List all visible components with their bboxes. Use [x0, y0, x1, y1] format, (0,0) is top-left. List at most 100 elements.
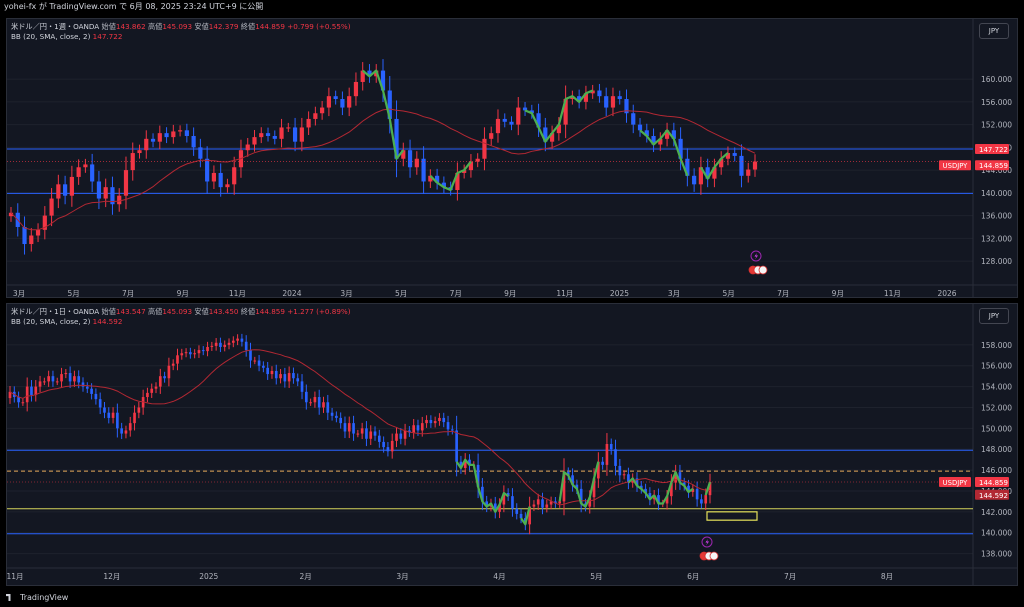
candle-body: [360, 70, 365, 82]
candle-body: [42, 215, 47, 230]
candle-body: [401, 150, 406, 159]
daily-chart-panel[interactable]: 158.000 156.000 154.000 152.000 150.000 148.0…: [6, 303, 1018, 586]
candle-body: [343, 423, 347, 432]
candle-body: [442, 417, 446, 423]
price-label-box: [975, 160, 1009, 171]
candle-body: [382, 441, 385, 448]
x-tick-label: 6月: [687, 572, 699, 581]
x-tick-label: 11月: [556, 289, 573, 297]
candle-body: [685, 158, 690, 176]
candle-body: [446, 422, 450, 430]
candle-body: [29, 235, 34, 245]
candle-body: [83, 164, 88, 168]
candle-body: [266, 367, 269, 375]
weekly-currency-button[interactable]: JPY: [979, 23, 1009, 39]
candle-body: [414, 158, 419, 168]
candle-body: [17, 397, 20, 403]
x-tick-label: 4月: [493, 572, 505, 581]
candle-body: [592, 478, 596, 498]
weekly-open: 143.862: [115, 22, 146, 31]
candle-body: [700, 499, 703, 504]
candle-body: [495, 118, 501, 134]
candle-body: [218, 172, 223, 188]
candle-body: [137, 150, 142, 154]
daily-chart-svg[interactable]: 158.000 156.000 154.000 152.000 150.000 148.0…: [7, 304, 1017, 585]
wave-annotation: [524, 89, 594, 143]
daily-change: +1.277 (+0.89%): [287, 307, 351, 316]
candle-body: [227, 342, 231, 345]
footer-brand: TradingView: [20, 593, 69, 602]
x-tick-label: 2026: [937, 289, 956, 297]
candle-body: [725, 153, 731, 159]
candle-body: [128, 423, 132, 431]
candle-body: [516, 107, 521, 125]
candle-body: [249, 350, 252, 361]
daily-currency-button[interactable]: JPY: [979, 308, 1009, 324]
weekly-chart-svg[interactable]: 160.000156.000152.000148.000144.000140.0…: [7, 19, 1017, 297]
candle-body: [475, 158, 480, 162]
candle-body: [588, 497, 592, 507]
candle-body: [96, 181, 102, 199]
candle-body: [558, 501, 562, 504]
candle-body: [562, 472, 566, 502]
weekly-chart-panel[interactable]: 160.000156.000152.000148.000144.000140.0…: [6, 18, 1018, 298]
price-label: 144.859: [979, 162, 1008, 170]
candle-body: [157, 133, 162, 142]
candle-body: [394, 118, 399, 159]
y-tick-label: 136.000: [981, 212, 1012, 221]
candle-body: [624, 99, 629, 114]
x-tick-label: 2月: [300, 572, 312, 581]
daily-symbol: 米ドル／円・1日・OANDA: [11, 307, 100, 316]
candle-body: [583, 93, 589, 102]
header-text: yohei-fx が TradingView.com で 6月 08, 2025…: [4, 2, 264, 11]
daily-low-label: 安値: [194, 307, 209, 316]
candle-body: [56, 184, 61, 199]
candle-body: [34, 386, 38, 395]
candle-body: [556, 124, 561, 134]
y-tick-label: 152.000: [981, 403, 1012, 412]
candle-body: [68, 373, 72, 382]
daily-open-label: 始値: [101, 307, 116, 316]
x-tick-label: 5月: [67, 289, 79, 297]
price-label: 144.859: [979, 479, 1008, 487]
candle-body: [210, 345, 214, 347]
candle-body: [110, 187, 115, 205]
candle-body: [455, 430, 458, 462]
candle-body: [201, 350, 205, 352]
y-tick-label: 148.000: [981, 445, 1012, 454]
x-tick-label: 8月: [881, 572, 893, 581]
candle-body: [320, 107, 325, 114]
candle-body: [30, 386, 33, 395]
candle-body: [279, 127, 284, 139]
candle-body: [502, 118, 507, 122]
x-tick-label: 7月: [777, 289, 789, 297]
candle-body: [395, 433, 398, 441]
candle-body: [167, 365, 171, 379]
candle-body: [158, 376, 162, 387]
candle-body: [326, 96, 331, 108]
weekly-symbol: 米ドル／円・1週・OANDA: [11, 22, 100, 31]
candle-body: [306, 118, 311, 128]
candle-body: [177, 130, 183, 132]
daily-close-label: 終値: [240, 307, 256, 316]
wave-annotation: [361, 69, 405, 160]
candle-body: [451, 429, 454, 431]
wave-annotation: [704, 481, 712, 496]
candle-body: [425, 420, 428, 424]
candle-body: [133, 412, 136, 424]
candle-body: [609, 444, 613, 450]
daily-high: 145.093: [162, 307, 193, 316]
candle-body: [252, 137, 257, 145]
candle-body: [421, 158, 426, 182]
x-tick-label: 3月: [340, 289, 352, 297]
candle-body: [333, 96, 338, 100]
candle-body: [597, 90, 602, 97]
candle-body: [532, 504, 536, 507]
x-tick-label: 2024: [282, 289, 301, 297]
candle-body: [543, 127, 548, 142]
candle-body: [236, 338, 239, 341]
candle-body: [103, 407, 106, 413]
candle-body: [631, 113, 636, 125]
candle-body: [51, 376, 55, 382]
candle-body: [408, 430, 411, 433]
